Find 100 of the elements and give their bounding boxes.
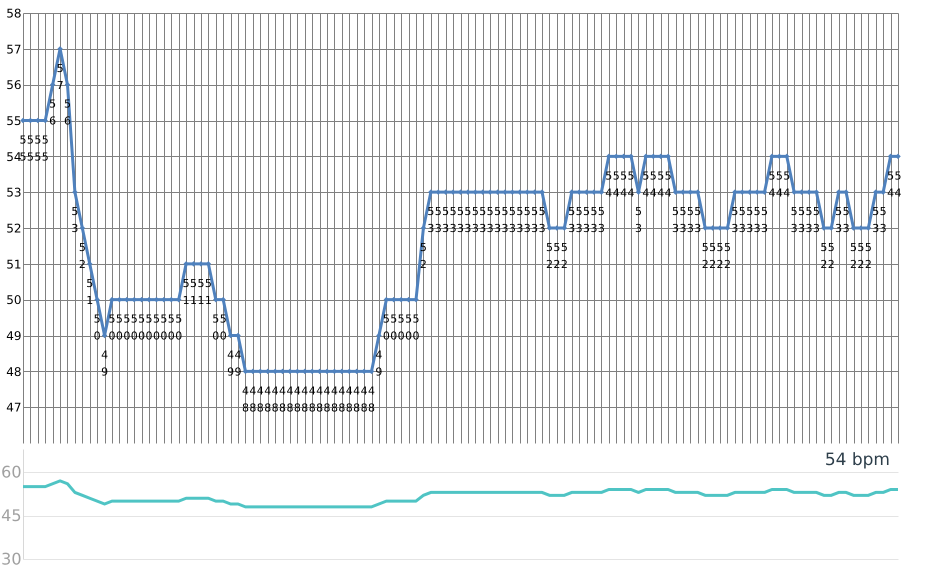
data-label: 5 4 <box>664 169 672 200</box>
data-label: 4 8 <box>330 384 338 414</box>
y-tick-label: 50 <box>6 293 22 308</box>
data-label: 5 3 <box>516 205 524 236</box>
data-label: 5 1 <box>197 276 204 307</box>
line-series <box>22 479 900 508</box>
data-label: 5 3 <box>71 205 78 236</box>
data-label: 5 3 <box>590 205 598 236</box>
annotation: 54 bpm <box>824 450 890 470</box>
data-label: 5 3 <box>790 205 798 236</box>
data-label: 5 0 <box>152 312 160 343</box>
y-tick-label: 54 <box>6 150 22 164</box>
data-label: 5 3 <box>486 205 494 236</box>
data-label: 5 0 <box>382 312 390 343</box>
data-label: 5 4 <box>620 169 628 200</box>
data-label: 5 5 <box>26 134 34 164</box>
y-tick-label: 48 <box>6 364 22 379</box>
data-label: 4 8 <box>286 384 294 414</box>
data-label: 5 0 <box>398 312 405 343</box>
y-tick-label: 53 <box>6 186 22 200</box>
data-label: 5 3 <box>538 205 546 236</box>
data-label: 5 1 <box>190 276 198 307</box>
data-label: 5 3 <box>598 205 605 236</box>
data-label: 4 8 <box>338 384 346 414</box>
data-label: 5 2 <box>78 241 86 271</box>
data-label: 5 3 <box>798 205 806 236</box>
data-label: 5 3 <box>524 205 531 236</box>
data-label: 4 9 <box>234 348 242 378</box>
data-label: 4 8 <box>308 384 316 414</box>
data-label: 4 8 <box>316 384 324 414</box>
y-tick-label: 57 <box>6 42 22 56</box>
data-label: 4 8 <box>256 384 264 414</box>
y-tick-label: 55 <box>6 114 22 128</box>
data-label: 5 2 <box>553 241 560 271</box>
y-tick-label: 49 <box>6 329 22 343</box>
data-label: 5 3 <box>731 205 738 236</box>
data-label: 5 3 <box>672 205 680 236</box>
data-label: 5 0 <box>390 312 398 343</box>
data-label: 5 0 <box>94 312 101 343</box>
data-label: 5 2 <box>850 241 858 271</box>
data-label: 5 4 <box>628 169 635 200</box>
data-label: 4 8 <box>294 384 301 414</box>
data-label: 4 8 <box>242 384 249 414</box>
data-label: 5 3 <box>806 205 813 236</box>
data-label: 5 3 <box>464 205 472 236</box>
data-label: 5 2 <box>820 241 828 271</box>
data-label: 4 9 <box>101 348 108 378</box>
data-label: 5 3 <box>508 205 516 236</box>
data-label: 5 4 <box>776 169 783 200</box>
data-label: 5 2 <box>716 241 724 271</box>
data-label: 5 3 <box>634 205 642 236</box>
data-label: 5 4 <box>642 169 650 200</box>
data-label: 5 5 <box>42 134 49 164</box>
data-label: 5 3 <box>494 205 502 236</box>
data-label: 5 1 <box>86 276 94 307</box>
data-label: 5 4 <box>612 169 620 200</box>
data-label: 5 3 <box>694 205 702 236</box>
data-label: 5 0 <box>138 312 146 343</box>
data-label: 5 3 <box>880 205 887 236</box>
y-tick-label: 56 <box>6 78 22 92</box>
data-label: 4 8 <box>360 384 368 414</box>
data-label: 5 4 <box>783 169 790 200</box>
data-label: 5 4 <box>768 169 776 200</box>
data-label: 4 8 <box>264 384 272 414</box>
data-label: 5 4 <box>605 169 612 200</box>
data-label: 5 3 <box>761 205 768 236</box>
data-label: 5 3 <box>457 205 464 236</box>
data-label: 5 3 <box>686 205 694 236</box>
y-tick-label: 58 <box>6 6 22 20</box>
data-label: 5 2 <box>864 241 872 271</box>
data-label: 5 3 <box>812 205 820 236</box>
data-label: 5 4 <box>887 169 894 200</box>
data-label: 4 8 <box>301 384 308 414</box>
data-label: 5 3 <box>427 205 434 236</box>
data-label: 5 3 <box>568 205 576 236</box>
data-label: 5 0 <box>123 312 130 343</box>
y-tick-label: 52 <box>6 222 22 236</box>
data-label: 5 3 <box>576 205 583 236</box>
data-label: 5 3 <box>583 205 590 236</box>
data-label: 5 3 <box>872 205 880 236</box>
y-tick-label: 45 <box>1 506 22 526</box>
data-label: 4 8 <box>346 384 353 414</box>
data-label: 4 9 <box>227 348 234 378</box>
data-label: 5 3 <box>679 205 686 236</box>
data-label: 5 1 <box>204 276 212 307</box>
data-label: 4 8 <box>353 384 360 414</box>
data-label: 5 0 <box>146 312 153 343</box>
data-label: 5 4 <box>894 169 902 200</box>
data-label: 5 3 <box>442 205 450 236</box>
data-label: 4 8 <box>272 384 279 414</box>
data-label: 5 2 <box>724 241 731 271</box>
y-tick-label: 30 <box>1 550 22 568</box>
data-label: 5 3 <box>479 205 486 236</box>
data-label: 5 0 <box>412 312 420 343</box>
data-label: 5 6 <box>49 98 56 128</box>
data-label: 5 3 <box>501 205 508 236</box>
data-label: 5 2 <box>560 241 568 271</box>
data-label: 5 0 <box>405 312 412 343</box>
data-label: 5 2 <box>709 241 716 271</box>
data-label: 5 3 <box>434 205 442 236</box>
